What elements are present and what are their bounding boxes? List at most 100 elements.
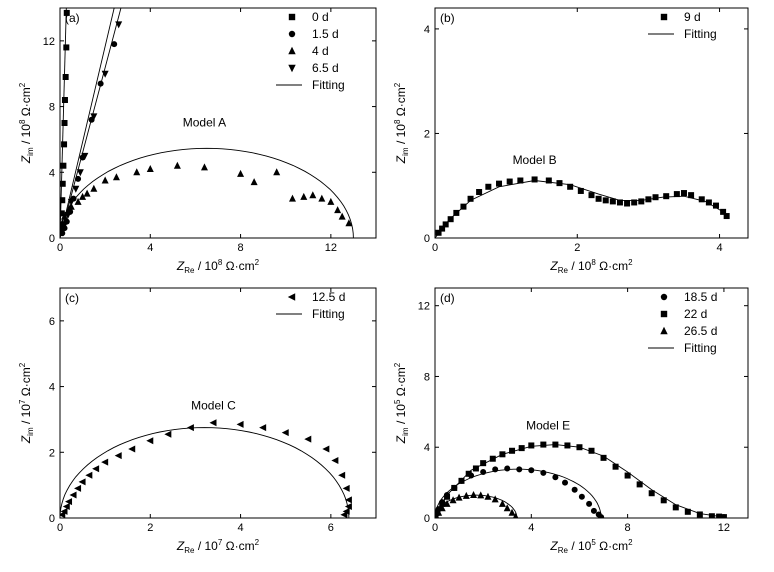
data-point bbox=[489, 455, 496, 462]
data-point bbox=[484, 492, 492, 500]
data-point bbox=[342, 507, 350, 515]
data-point bbox=[528, 442, 535, 449]
chart-panel-0: 0 4 8 12 0 4 8 12 ZRe / 108 Ω·cm2 Zim / 108 Ω·cm2… bbox=[18, 7, 377, 275]
y-axis-label: Zim / 105 Ω·cm2 bbox=[393, 362, 410, 444]
data-point bbox=[577, 187, 584, 194]
x-tick-label: 4 bbox=[528, 522, 534, 534]
y-tick-label: 8 bbox=[424, 371, 430, 383]
legend-entry: Fitting bbox=[276, 78, 345, 92]
data-point bbox=[509, 447, 516, 454]
data-point bbox=[63, 9, 70, 16]
x-tick-label: 4 bbox=[238, 522, 244, 534]
data-point bbox=[504, 465, 511, 472]
data-point bbox=[673, 191, 680, 198]
legend-entry: 12.5 d bbox=[287, 290, 345, 304]
data-point bbox=[496, 180, 503, 187]
y-tick-label: 4 bbox=[49, 167, 55, 179]
data-point bbox=[499, 451, 506, 458]
data-point bbox=[680, 190, 687, 197]
data-point bbox=[696, 511, 703, 518]
plot-frame bbox=[59, 287, 377, 519]
data-point bbox=[672, 504, 679, 511]
data-point bbox=[465, 470, 472, 477]
data-point bbox=[83, 189, 91, 197]
data-point bbox=[345, 219, 353, 227]
data-point bbox=[447, 216, 454, 223]
y-axis-label: Zim / 108 Ω·cm2 bbox=[18, 82, 35, 164]
data-point bbox=[114, 452, 122, 460]
data-point bbox=[503, 504, 511, 512]
data-point bbox=[340, 511, 348, 518]
y-tick-label: 8 bbox=[49, 102, 55, 114]
data-point bbox=[61, 120, 68, 126]
data-point bbox=[598, 514, 605, 518]
data-point bbox=[518, 445, 525, 452]
data-point bbox=[81, 152, 89, 160]
data-point bbox=[318, 194, 326, 202]
data-point bbox=[64, 212, 72, 219]
data-point bbox=[612, 463, 619, 470]
legend-entry: 6.5 d bbox=[288, 61, 339, 75]
y-tick-label: 2 bbox=[424, 128, 430, 140]
data-point bbox=[65, 498, 73, 506]
data-point bbox=[531, 176, 538, 183]
data-point bbox=[322, 445, 330, 453]
svg-text:12.5 d: 12.5 d bbox=[312, 290, 345, 304]
fitting-curve bbox=[435, 444, 724, 518]
data-point bbox=[111, 41, 118, 48]
data-point bbox=[578, 493, 585, 500]
y-tick-label: 4 bbox=[424, 442, 430, 454]
data-point bbox=[588, 447, 595, 454]
data-point bbox=[492, 466, 499, 473]
data-point bbox=[470, 491, 478, 498]
data-point bbox=[720, 514, 727, 518]
y-tick-label: 6 bbox=[49, 316, 55, 328]
y-tick-label: 0 bbox=[49, 513, 55, 525]
legend-entry: 1.5 d bbox=[288, 27, 339, 41]
chart-panel-2: 0 2 4 6 0 2 4 6 ZRe / 107 Ω·cm2 Zim / 107 Ω·cm2 (c… bbox=[18, 287, 377, 555]
data-point bbox=[438, 504, 446, 512]
panel-label: (d) bbox=[440, 291, 455, 305]
svg-text:Fitting: Fitting bbox=[312, 307, 345, 321]
data-point bbox=[60, 228, 66, 236]
data-point bbox=[477, 491, 485, 499]
x-tick-label: 0 bbox=[57, 522, 63, 534]
data-point bbox=[186, 424, 194, 432]
data-point bbox=[273, 168, 281, 176]
fitting-curve bbox=[60, 147, 354, 238]
data-point bbox=[97, 80, 104, 87]
data-point bbox=[331, 457, 339, 464]
legend-entry: 0 d bbox=[288, 10, 329, 24]
data-point bbox=[61, 97, 68, 103]
data-point bbox=[480, 469, 487, 475]
data-point bbox=[455, 493, 463, 501]
data-point bbox=[552, 474, 559, 481]
data-point bbox=[636, 481, 643, 488]
data-point bbox=[338, 212, 346, 220]
data-point bbox=[60, 507, 68, 515]
data-point bbox=[460, 203, 467, 210]
data-point bbox=[250, 178, 258, 186]
svg-text:22 d: 22 d bbox=[684, 307, 707, 321]
data-point bbox=[128, 445, 136, 453]
chart-panel-3: 0 4 8 12 0 4 8 12 ZRe / 105 Ω·cm2 Zim / 105 Ω·cm2… bbox=[393, 287, 749, 555]
legend-entry: Fitting bbox=[648, 341, 717, 355]
x-axis-label: ZRe / 108 Ω·cm2 bbox=[549, 258, 633, 275]
data-point bbox=[688, 192, 695, 199]
data-point bbox=[75, 175, 82, 182]
data-point bbox=[435, 229, 442, 236]
data-point bbox=[67, 202, 75, 210]
fitting-curve bbox=[60, 8, 115, 238]
plot-frame bbox=[59, 7, 377, 239]
y-tick-label: 2 bbox=[49, 447, 55, 459]
x-tick-label: 0 bbox=[432, 242, 438, 254]
y-axis-label: Zim / 107 Ω·cm2 bbox=[18, 362, 35, 444]
data-point bbox=[200, 163, 208, 171]
data-point bbox=[101, 176, 109, 184]
data-point bbox=[491, 495, 499, 503]
y-tick-label: 0 bbox=[424, 513, 430, 525]
x-tick-label: 0 bbox=[57, 242, 63, 254]
svg-text:0 d: 0 d bbox=[312, 10, 329, 24]
data-point bbox=[90, 184, 98, 192]
data-point bbox=[300, 192, 308, 200]
